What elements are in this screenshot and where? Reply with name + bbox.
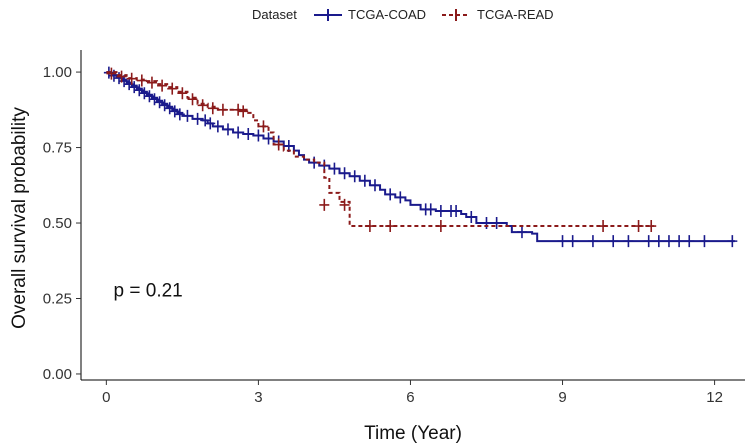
- x-tick-label: 12: [706, 389, 723, 406]
- censor-mark-tcga-coad: [623, 235, 634, 248]
- censor-mark-tcga-read: [258, 120, 269, 133]
- censor-mark-tcga-read: [146, 76, 157, 89]
- survival-curve-tcga-coad: [106, 71, 735, 243]
- censor-mark-tcga-coad: [663, 235, 674, 248]
- censor-mark-tcga-coad: [643, 235, 654, 248]
- censor-mark-tcga-coad: [339, 167, 350, 180]
- censor-mark-tcga-coad: [425, 203, 436, 216]
- x-tick-label: 6: [406, 389, 414, 406]
- censor-mark-tcga-coad: [395, 191, 406, 204]
- censor-mark-tcga-coad: [608, 235, 619, 248]
- censor-mark-tcga-read: [339, 198, 350, 211]
- censor-mark-tcga-coad: [481, 217, 492, 230]
- censor-mark-tcga-coad: [200, 114, 211, 127]
- censor-mark-tcga-coad: [567, 235, 578, 248]
- x-tick-label: 3: [254, 389, 262, 406]
- censor-mark-tcga-coad: [674, 235, 685, 248]
- censor-mark-tcga-read: [646, 220, 657, 233]
- censor-mark-tcga-coad: [329, 162, 340, 175]
- censor-mark-tcga-read: [126, 72, 137, 85]
- censor-mark-tcga-coad: [169, 105, 180, 118]
- censor-mark-tcga-coad: [134, 84, 145, 97]
- censor-mark-tcga-read: [177, 87, 188, 100]
- censor-mark-tcga-read: [273, 138, 284, 151]
- censor-mark-tcga-coad: [557, 235, 568, 248]
- survival-curves: [103, 66, 738, 248]
- censor-mark-tcga-coad: [129, 81, 140, 94]
- censor-mark-tcga-read: [187, 93, 198, 106]
- censor-mark-tcga-coad: [359, 174, 370, 187]
- censor-mark-tcga-coad: [435, 204, 446, 217]
- legend: Dataset TCGA-COAD TCGA-READ: [0, 4, 750, 26]
- x-tick-label: 0: [102, 389, 110, 406]
- censor-mark-tcga-read: [106, 67, 117, 80]
- x-tick-label: 9: [558, 389, 566, 406]
- censor-mark-tcga-coad: [253, 129, 264, 142]
- y-tick-label: 0.00: [43, 366, 72, 383]
- censor-mark-tcga-read: [157, 79, 168, 92]
- censor-mark-tcga-coad: [466, 210, 477, 223]
- legend-title: Dataset: [252, 7, 297, 22]
- censor-mark-tcga-read: [598, 220, 609, 233]
- censor-mark-tcga-coad: [451, 204, 462, 217]
- censor-mark-tcga-coad: [222, 123, 233, 136]
- y-tick-label: 0.50: [43, 215, 72, 232]
- y-axis-title: Overall survival probability: [9, 107, 30, 329]
- censor-mark-tcga-coad: [727, 235, 738, 248]
- censor-mark-tcga-coad: [516, 226, 527, 239]
- censor-mark-tcga-coad: [164, 102, 175, 115]
- censor-mark-tcga-coad: [159, 99, 170, 112]
- censor-mark-tcga-coad: [243, 127, 254, 140]
- censor-mark-tcga-coad: [144, 90, 155, 103]
- censor-mark-tcga-coad: [653, 235, 664, 248]
- legend-label-tcga-coad: TCGA-COAD: [348, 7, 426, 22]
- censor-mark-tcga-coad: [491, 217, 502, 230]
- censor-mark-tcga-coad: [212, 120, 223, 133]
- censor-mark-tcga-read: [136, 74, 147, 87]
- censor-mark-tcga-coad: [149, 93, 160, 106]
- y-tick-label: 0.25: [43, 290, 72, 307]
- censor-mark-tcga-read: [197, 99, 208, 112]
- legend-key-tcga-read: [442, 9, 470, 21]
- axes: 0.00 0.25 0.50 0.75 1.00 0 3 6 9 12: [43, 50, 745, 406]
- censor-mark-tcga-read: [207, 102, 218, 115]
- censor-mark-tcga-coad: [154, 96, 165, 109]
- censor-mark-tcga-coad: [684, 235, 695, 248]
- p-value-annotation: p = 0.21: [114, 280, 183, 301]
- censor-mark-tcga-coad: [174, 108, 185, 121]
- y-tick-label: 0.75: [43, 140, 72, 157]
- censor-mark-tcga-coad: [139, 87, 150, 100]
- censor-mark-tcga-read: [435, 220, 446, 233]
- censor-mark-tcga-read: [233, 103, 244, 116]
- censor-mark-tcga-coad: [192, 112, 203, 125]
- censor-mark-tcga-coad: [205, 117, 216, 130]
- legend-key-tcga-coad: [314, 9, 342, 21]
- censor-mark-tcga-coad: [699, 235, 710, 248]
- censor-mark-tcga-coad: [263, 132, 274, 145]
- censor-mark-tcga-read: [116, 70, 127, 83]
- censor-mark-tcga-coad: [587, 235, 598, 248]
- censor-mark-tcga-coad: [349, 170, 360, 183]
- legend-label-tcga-read: TCGA-READ: [477, 7, 554, 22]
- x-axis-title: Time (Year): [364, 423, 462, 444]
- censor-mark-tcga-read: [633, 220, 644, 233]
- y-tick-label: 1.00: [43, 64, 72, 81]
- censor-mark-tcga-coad: [369, 179, 380, 192]
- censor-mark-tcga-read: [217, 103, 228, 116]
- censor-mark-tcga-coad: [385, 188, 396, 201]
- censor-mark-tcga-read: [238, 105, 249, 118]
- survival-curve-tcga-read: [106, 71, 654, 228]
- censor-mark-tcga-coad: [182, 109, 193, 122]
- censor-mark-tcga-read: [167, 82, 178, 95]
- censor-mark-tcga-read: [319, 198, 330, 211]
- censor-mark-tcga-coad: [233, 126, 244, 139]
- censor-mark-tcga-read: [364, 220, 375, 233]
- censor-mark-tcga-read: [385, 220, 396, 233]
